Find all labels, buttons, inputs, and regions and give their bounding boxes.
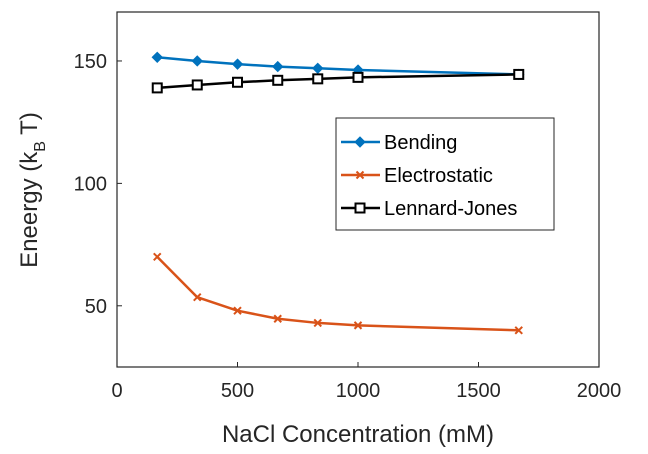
x-marker-stroke <box>273 314 282 323</box>
data-point-x <box>514 326 523 335</box>
data-point-square <box>513 68 525 80</box>
y-tick-label: 150 <box>74 51 107 73</box>
legend-label: Lennard-Jones <box>384 198 517 220</box>
x-tick-label: 2000 <box>577 380 622 402</box>
x-axis-title: NaCl Concentration (mM) <box>222 421 494 448</box>
legend-items: Bending Electrostatic Lennard-Jones <box>341 132 517 220</box>
data-point-square <box>354 202 366 214</box>
x-tick-label: 1500 <box>456 380 501 402</box>
series-lennard-jones <box>151 68 525 94</box>
data-point-diamond <box>312 62 324 75</box>
x-tick-label: 1000 <box>336 380 381 402</box>
data-point-x <box>355 170 365 180</box>
legend-label: Bending <box>384 132 457 154</box>
data-point-diamond <box>272 60 284 73</box>
x-marker-stroke <box>233 306 242 315</box>
data-point-x <box>153 252 162 262</box>
data-point-diamond <box>231 58 244 70</box>
x-marker-stroke <box>153 252 162 262</box>
data-point-x <box>313 318 322 328</box>
x-marker-stroke <box>514 326 523 335</box>
x-marker-stroke <box>353 321 363 330</box>
x-marker-stroke <box>355 170 365 180</box>
legend-entry: Electrostatic <box>341 165 493 187</box>
y-axis-title-end: T) <box>16 112 43 141</box>
x-marker-stroke <box>193 293 202 302</box>
y-tick-label: 50 <box>85 296 107 318</box>
legend-label: Electrostatic <box>384 165 493 187</box>
data-point-square <box>352 71 364 83</box>
data-point-diamond <box>151 51 163 64</box>
y-axis-title: Eneergy (kB T) <box>16 112 49 268</box>
legend-entry: Bending <box>341 132 457 154</box>
data-point-x <box>233 306 242 315</box>
y-axis-title-main: Eneergy (k <box>16 151 43 268</box>
x-marker-stroke <box>313 318 322 328</box>
x-tick-label: 0 <box>111 380 122 402</box>
data-point-x <box>193 293 202 302</box>
data-point-square <box>151 82 163 94</box>
series-electrostatic <box>153 252 523 335</box>
data-point-square <box>191 79 203 91</box>
y-axis-title-subscript: B <box>32 141 49 152</box>
data-point-square <box>272 74 284 86</box>
data-point-diamond <box>191 55 203 67</box>
y-tick-label: 100 <box>74 173 107 195</box>
legend-entry: Lennard-Jones <box>341 198 517 220</box>
series-layer <box>151 51 525 335</box>
data-point-square <box>232 76 243 88</box>
axis-ticks: 0 500 1000 1500 2000 50 100 150 <box>74 51 622 402</box>
data-point-x <box>273 314 282 323</box>
data-point-square <box>312 73 324 85</box>
x-tick-label: 500 <box>221 380 254 402</box>
legend: Bending Electrostatic Lennard-Jones <box>335 117 555 231</box>
data-point-diamond <box>354 136 366 148</box>
data-point-x <box>353 321 363 330</box>
